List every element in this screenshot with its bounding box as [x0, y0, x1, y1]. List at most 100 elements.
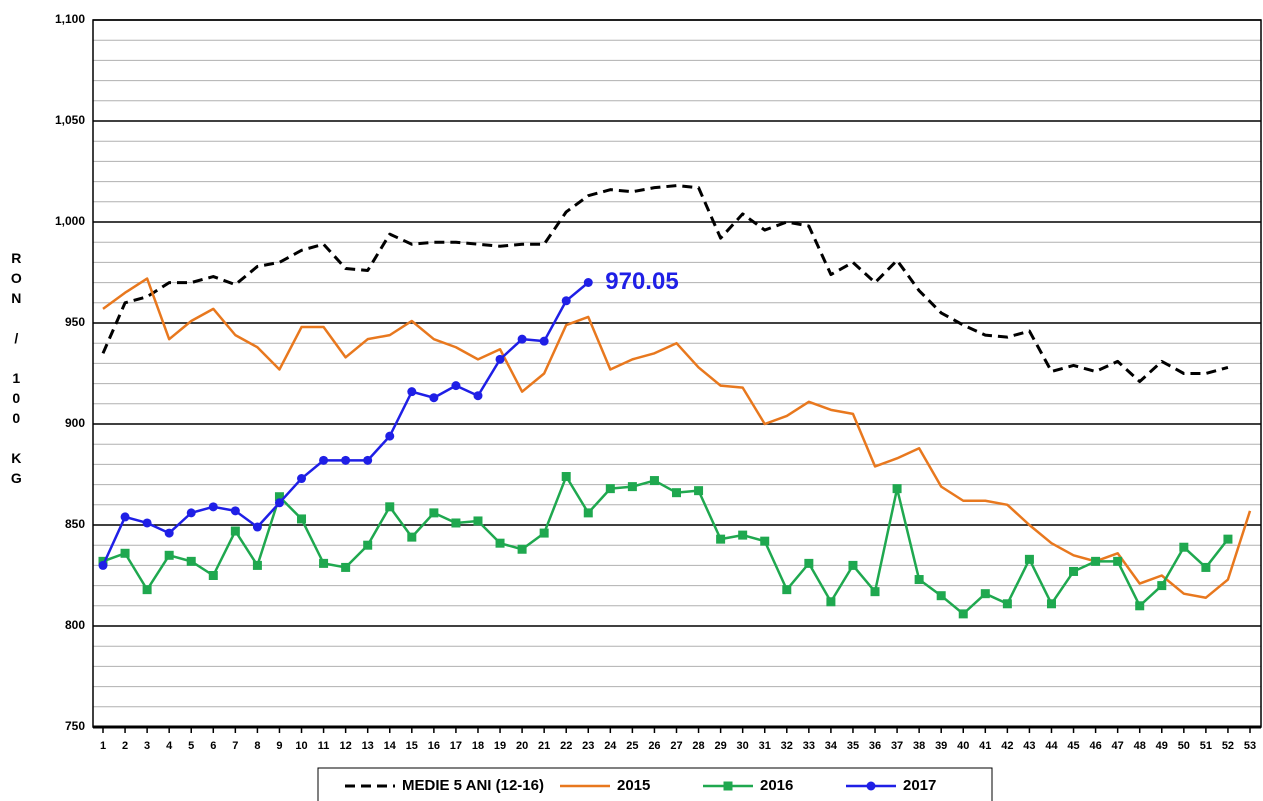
marker	[98, 560, 108, 570]
x-tick-label: 10	[295, 740, 307, 752]
marker	[1024, 554, 1034, 564]
x-tick-label: 35	[847, 740, 859, 752]
x-tick-label: 27	[670, 740, 682, 752]
marker	[517, 544, 527, 554]
x-tick-label: 16	[428, 740, 440, 752]
x-tick-label: 18	[472, 740, 484, 752]
marker	[495, 354, 505, 364]
x-tick-label: 46	[1089, 740, 1101, 752]
x-tick-label: 1	[100, 740, 106, 752]
marker	[738, 530, 748, 540]
marker	[1157, 581, 1167, 591]
x-tick-label: 38	[913, 740, 925, 752]
x-tick-label: 47	[1112, 740, 1124, 752]
marker	[760, 536, 770, 546]
marker	[1002, 599, 1012, 609]
x-tick-label: 36	[869, 740, 881, 752]
y-tick-label: 850	[65, 517, 85, 531]
x-tick-label: 13	[362, 740, 374, 752]
marker	[561, 296, 571, 306]
marker	[363, 455, 373, 465]
marker	[1091, 556, 1101, 566]
marker	[826, 597, 836, 607]
x-tick-label: 39	[935, 740, 947, 752]
marker	[429, 393, 439, 403]
marker	[1069, 566, 1079, 576]
x-tick-label: 21	[538, 740, 550, 752]
x-tick-label: 8	[254, 740, 260, 752]
x-tick-label: 34	[825, 740, 838, 752]
x-tick-label: 19	[494, 740, 506, 752]
marker	[451, 381, 461, 391]
x-tick-label: 49	[1156, 740, 1168, 752]
marker	[363, 540, 373, 550]
marker	[627, 482, 637, 492]
marker	[341, 562, 351, 572]
marker	[407, 532, 417, 542]
marker	[539, 336, 549, 346]
x-tick-label: 9	[276, 740, 282, 752]
marker	[274, 498, 284, 508]
marker	[164, 528, 174, 538]
marker	[230, 506, 240, 516]
marker	[319, 558, 329, 568]
marker	[1223, 534, 1233, 544]
marker	[473, 391, 483, 401]
marker	[385, 431, 395, 441]
x-tick-label: 24	[604, 740, 617, 752]
marker	[583, 508, 593, 518]
marker	[341, 455, 351, 465]
marker	[848, 560, 858, 570]
x-tick-label: 52	[1222, 740, 1234, 752]
marker	[495, 538, 505, 548]
legend-label: 2015	[617, 777, 650, 794]
marker	[583, 277, 593, 287]
marker	[1046, 599, 1056, 609]
x-tick-label: 43	[1023, 740, 1035, 752]
marker	[407, 387, 417, 397]
marker	[958, 609, 968, 619]
marker	[914, 575, 924, 585]
x-tick-label: 25	[626, 740, 638, 752]
x-tick-label: 29	[714, 740, 726, 752]
x-tick-label: 22	[560, 740, 572, 752]
marker	[429, 508, 439, 518]
x-tick-label: 6	[210, 740, 216, 752]
series-line	[102, 277, 1252, 599]
y-tick-label: 900	[65, 416, 85, 430]
x-tick-label: 23	[582, 740, 594, 752]
marker	[517, 334, 527, 344]
marker	[605, 484, 615, 494]
y-tick-label: 1,000	[55, 214, 85, 228]
y-tick-label: 1,050	[55, 113, 85, 127]
legend-label: 2016	[760, 777, 793, 794]
marker	[319, 455, 329, 465]
x-tick-label: 41	[979, 740, 991, 752]
x-tick-label: 44	[1045, 740, 1058, 752]
marker	[1201, 562, 1211, 572]
marker	[804, 558, 814, 568]
marker	[473, 516, 483, 526]
x-tick-label: 32	[781, 740, 793, 752]
x-tick-label: 37	[891, 740, 903, 752]
x-tick-label: 7	[232, 740, 238, 752]
marker	[252, 560, 262, 570]
legend-label: MEDIE 5 ANI (12-16)	[402, 777, 544, 794]
marker	[142, 585, 152, 595]
marker	[936, 591, 946, 601]
x-tick-label: 15	[406, 740, 418, 752]
marker	[297, 474, 307, 484]
legend: MEDIE 5 ANI (12-16) 2015 2016 2017	[317, 767, 993, 801]
marker	[782, 585, 792, 595]
marker	[870, 587, 880, 597]
marker	[723, 781, 733, 791]
x-tick-label: 33	[803, 740, 815, 752]
marker	[252, 522, 262, 532]
x-tick-label: 20	[516, 740, 528, 752]
y-tick-label: 800	[65, 618, 85, 632]
series-line	[102, 475, 1229, 616]
marker	[892, 484, 902, 494]
x-tick-label: 42	[1001, 740, 1013, 752]
marker	[1135, 601, 1145, 611]
